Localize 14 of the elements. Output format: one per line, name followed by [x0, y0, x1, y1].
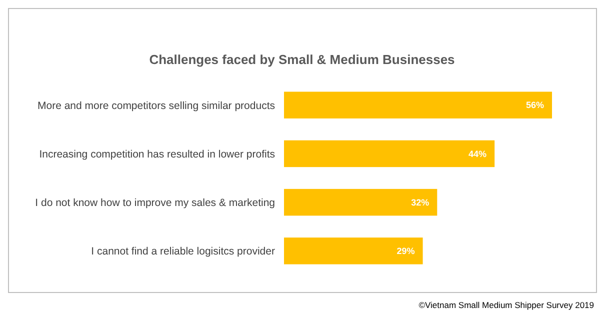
- bar: [284, 188, 438, 216]
- y-tick-label: More and more competitors selling similar products: [37, 100, 275, 112]
- data-label: 44%: [468, 148, 487, 159]
- data-label: 32%: [411, 197, 430, 208]
- y-tick-label: I do not know how to improve my sales & marketing: [35, 196, 276, 209]
- y-tick-label: Increasing competition has resulted in lower profits: [39, 148, 275, 160]
- y-tick-label: I cannot find a reliable logisitcs provider: [91, 246, 276, 258]
- data-label: 56%: [526, 100, 544, 110]
- bar: [284, 92, 552, 118]
- data-label: 29%: [396, 246, 415, 256]
- bar: [284, 140, 495, 168]
- bar: [284, 238, 423, 264]
- text: ©Vietnam Small Medium Shipper Survey 2019: [418, 300, 594, 310]
- chart-title: Challenges faced by Small & Medium Businesses: [149, 52, 455, 67]
